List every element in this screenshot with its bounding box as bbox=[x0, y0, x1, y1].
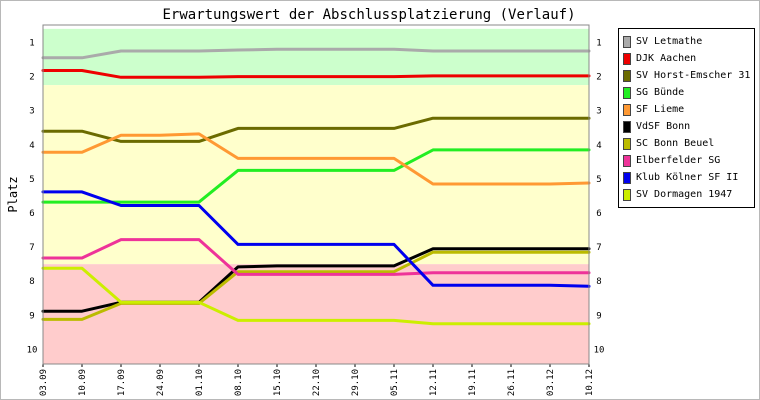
series-line-1 bbox=[41, 47, 591, 60]
legend-item: SV Dormagen 1947 bbox=[619, 186, 754, 203]
legend-label: VdSF Bonn bbox=[636, 121, 691, 132]
y-tick-label-left: 4 bbox=[29, 141, 34, 151]
legend-swatch bbox=[623, 52, 631, 65]
y-tick-label-right: 4 bbox=[596, 141, 601, 151]
y-tick-label-left: 3 bbox=[29, 107, 34, 117]
legend-item: SG Bünde bbox=[619, 84, 754, 101]
legend-label: Elberfelder SG bbox=[636, 155, 721, 166]
x-tick-label: 05.11 bbox=[390, 369, 400, 396]
x-tick-label: 19.11 bbox=[468, 369, 478, 396]
x-tick-label: 01.10 bbox=[195, 369, 205, 396]
chart-title: Erwartungswert der Abschlussplatzierung … bbox=[162, 7, 575, 23]
x-tick-label: 08.10 bbox=[234, 369, 244, 396]
legend: SV Letmathe DJK Aachen SV Horst-Emscher 31… bbox=[618, 28, 755, 208]
legend-item: Klub Kölner SF II bbox=[619, 169, 754, 186]
legend-label: DJK Aachen bbox=[636, 53, 697, 64]
legend-label: SV Horst-Emscher 31 bbox=[636, 70, 751, 81]
plot-frame bbox=[42, 24, 590, 365]
series-line-10 bbox=[41, 266, 591, 326]
y-tick-label-right: 3 bbox=[596, 107, 601, 117]
series-line-5 bbox=[41, 132, 591, 186]
series-line-8 bbox=[41, 238, 591, 276]
legend-item: DJK Aachen bbox=[619, 50, 754, 67]
x-tick-label: 12.11 bbox=[429, 369, 439, 396]
legend-item: VdSF Bonn bbox=[619, 118, 754, 135]
y-tick-label-left: 2 bbox=[29, 73, 34, 83]
x-tick-label: 10.09 bbox=[78, 369, 88, 396]
legend-label: SV Letmathe bbox=[636, 36, 703, 47]
legend-swatch bbox=[623, 154, 631, 167]
legend-swatch bbox=[623, 86, 631, 99]
x-tick-label: 22.10 bbox=[312, 369, 322, 396]
y-tick-label-right: 6 bbox=[596, 209, 601, 219]
series-line-4 bbox=[41, 148, 591, 204]
legend-swatch bbox=[623, 35, 631, 48]
legend-label: SC Bonn Beuel bbox=[636, 138, 715, 149]
y-tick-label-right: 10 bbox=[594, 345, 605, 355]
legend-item: Elberfelder SG bbox=[619, 152, 754, 169]
series-line-2 bbox=[41, 69, 591, 79]
x-tick-label: 29.10 bbox=[351, 369, 361, 396]
zone-band-2 bbox=[43, 264, 589, 364]
legend-label: SF Lieme bbox=[636, 104, 685, 115]
x-tick-label: 03.09 bbox=[39, 369, 49, 396]
legend-label: SV Dormagen 1947 bbox=[636, 189, 733, 200]
y-tick-label-left: 6 bbox=[29, 209, 34, 219]
y-tick-label-right: 9 bbox=[596, 311, 601, 321]
y-tick-label-left: 8 bbox=[29, 277, 34, 287]
x-tick-label: 03.12 bbox=[546, 369, 556, 396]
series-line-3 bbox=[41, 116, 591, 143]
legend-label: Klub Kölner SF II bbox=[636, 172, 739, 183]
zone-band-1 bbox=[43, 85, 589, 265]
legend-swatch bbox=[623, 120, 631, 133]
legend-swatch bbox=[623, 137, 631, 150]
legend-item: SF Lieme bbox=[619, 101, 754, 118]
y-tick-label-left: 10 bbox=[27, 345, 38, 355]
x-tick-label: 24.09 bbox=[156, 369, 166, 396]
legend-swatch bbox=[623, 69, 631, 82]
x-tick-label: 10.12 bbox=[585, 369, 595, 396]
legend-item: SV Letmathe bbox=[619, 33, 754, 50]
series-line-9 bbox=[41, 190, 591, 288]
y-tick-label-left: 5 bbox=[29, 175, 34, 185]
legend-swatch bbox=[623, 188, 631, 201]
legend-item: SV Horst-Emscher 31 bbox=[619, 67, 754, 84]
x-tick-label: 26.11 bbox=[507, 369, 517, 396]
legend-item: SC Bonn Beuel bbox=[619, 135, 754, 152]
y-tick-label-right: 5 bbox=[596, 175, 601, 185]
y-tick-label-left: 1 bbox=[29, 39, 34, 49]
y-tick-label-left: 9 bbox=[29, 311, 34, 321]
y-tick-label-right: 7 bbox=[596, 243, 601, 253]
y-tick-label-right: 2 bbox=[596, 73, 601, 83]
x-tick-label: 17.09 bbox=[117, 369, 127, 396]
y-tick-label-left: 7 bbox=[29, 243, 34, 253]
x-tick-label: 15.10 bbox=[273, 369, 283, 396]
legend-swatch bbox=[623, 103, 631, 116]
legend-label: SG Bünde bbox=[636, 87, 685, 98]
y-tick-label-right: 1 bbox=[596, 39, 601, 49]
legend-swatch bbox=[623, 171, 631, 184]
y-tick-label-right: 8 bbox=[596, 277, 601, 287]
y-axis-label: Platz bbox=[6, 176, 20, 212]
